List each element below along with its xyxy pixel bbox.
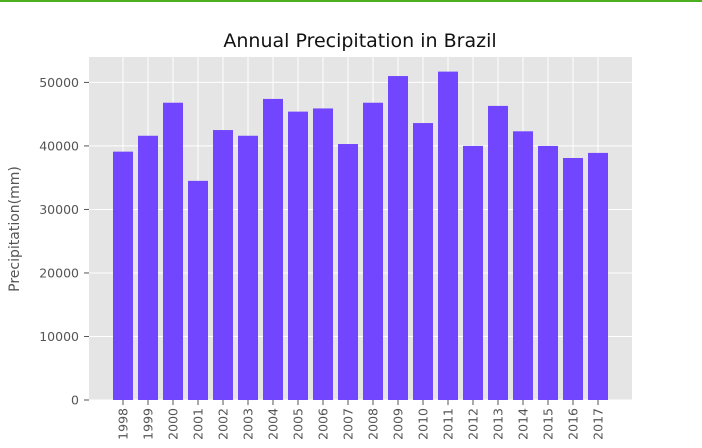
x-tick-label: 2016 [566,408,581,440]
y-tick-label: 10000 [39,329,79,344]
bar-2015 [538,145,558,400]
top-accent-line [0,0,702,2]
x-tick-label: 2006 [316,408,331,440]
x-tick-label: 2007 [341,408,356,440]
bar-2000 [163,102,183,400]
x-tick-label: 1998 [116,408,131,440]
bar-2009 [388,76,408,401]
bar-2010 [413,123,433,400]
x-tick-label: 2015 [541,408,556,440]
bar-2016 [563,157,583,400]
x-tick-label: 2003 [241,408,256,440]
x-tick-label: 2004 [266,408,281,440]
bar-2014 [513,131,533,401]
bar-2017 [588,152,608,400]
bar-2004 [263,98,283,400]
x-tick-label: 2001 [191,408,206,440]
x-tick-label: 2014 [516,408,531,440]
y-tick-label: 20000 [39,265,79,280]
bar-2013 [488,105,508,401]
y-tick-label: 50000 [39,75,79,90]
bar-2012 [463,145,483,400]
bar-2011 [438,71,458,401]
x-tick-label: 2010 [416,408,431,440]
bar-2002 [213,130,233,400]
bar-2003 [238,135,258,400]
x-tick-label: 2000 [166,408,181,440]
y-axis-label: Precipitation(mm) [7,166,23,292]
x-tick-label: 1999 [141,408,156,440]
bar-2001 [188,180,208,400]
bar-2006 [313,108,333,400]
y-tick-label: 30000 [39,202,79,217]
plot-area: 0 10000 20000 30000 40000 50000 1998 1999 2000 20… [39,57,632,440]
bar-1998 [113,151,133,400]
bar-2005 [288,111,308,401]
x-tick-label: 2002 [216,408,231,440]
y-tick-label: 0 [71,393,79,408]
bar-2007 [338,144,358,400]
y-tick-label: 40000 [39,138,79,153]
x-tick-label: 2013 [491,408,506,440]
x-tick-label: 2008 [366,408,381,440]
x-tick-label: 2012 [466,408,481,440]
x-tick-label: 2011 [441,408,456,440]
x-tick-label: 2017 [591,408,606,440]
x-tick-label: 2005 [291,408,306,440]
chart-title: Annual Precipitation in Brazil [223,30,496,52]
x-tick-label: 2009 [391,408,406,440]
bar-2008 [363,102,383,400]
bar-1999 [138,135,158,400]
